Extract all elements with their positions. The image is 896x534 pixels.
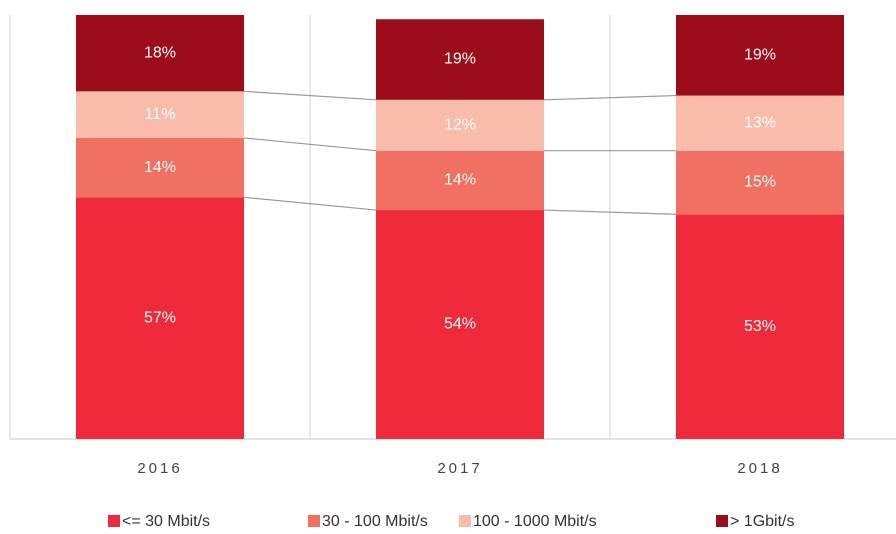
connector [543, 94, 677, 101]
legend-label: <= 30 Mbit/s [122, 513, 210, 530]
bar-segment [376, 210, 544, 439]
value-label: 11% [145, 106, 176, 123]
value-label: 15% [744, 174, 776, 191]
bar-segment [76, 91, 244, 138]
x-tick-label: 2018 [737, 460, 782, 477]
value-label: 14% [144, 159, 176, 176]
value-label: 53% [744, 318, 776, 335]
value-label: 19% [744, 46, 776, 63]
value-label: 13% [744, 114, 776, 131]
value-label: 19% [444, 51, 476, 68]
legend-swatch [716, 515, 728, 527]
bar-segment [76, 137, 244, 198]
connector [243, 90, 377, 101]
x-tick-label: 2016 [137, 460, 182, 477]
x-tick-label: 2017 [437, 460, 482, 477]
bar-segment [76, 197, 244, 439]
bar-segment [676, 15, 844, 96]
bar-segment [676, 150, 844, 215]
bar-segment [76, 15, 244, 92]
value-label: 57% [144, 309, 176, 326]
value-label: 18% [144, 44, 176, 61]
bar-segment [376, 19, 544, 100]
value-label: 12% [444, 116, 476, 133]
bar-segment [376, 99, 544, 151]
legend-label: 30 - 100 Mbit/s [322, 513, 428, 530]
bar-segment [676, 95, 844, 151]
value-label: 14% [444, 172, 476, 189]
legend-swatch [308, 515, 320, 527]
connector [243, 137, 377, 152]
bar-segment [676, 214, 844, 439]
connector [243, 196, 377, 211]
value-label: 54% [444, 316, 476, 333]
legend-label: > 1Gbit/s [730, 513, 794, 530]
legend-swatch [108, 515, 120, 527]
legend-label: 100 - 1000 Mbit/s [473, 513, 597, 530]
legend-swatch [459, 515, 471, 527]
bar-segment [376, 150, 544, 211]
connector [543, 209, 677, 215]
